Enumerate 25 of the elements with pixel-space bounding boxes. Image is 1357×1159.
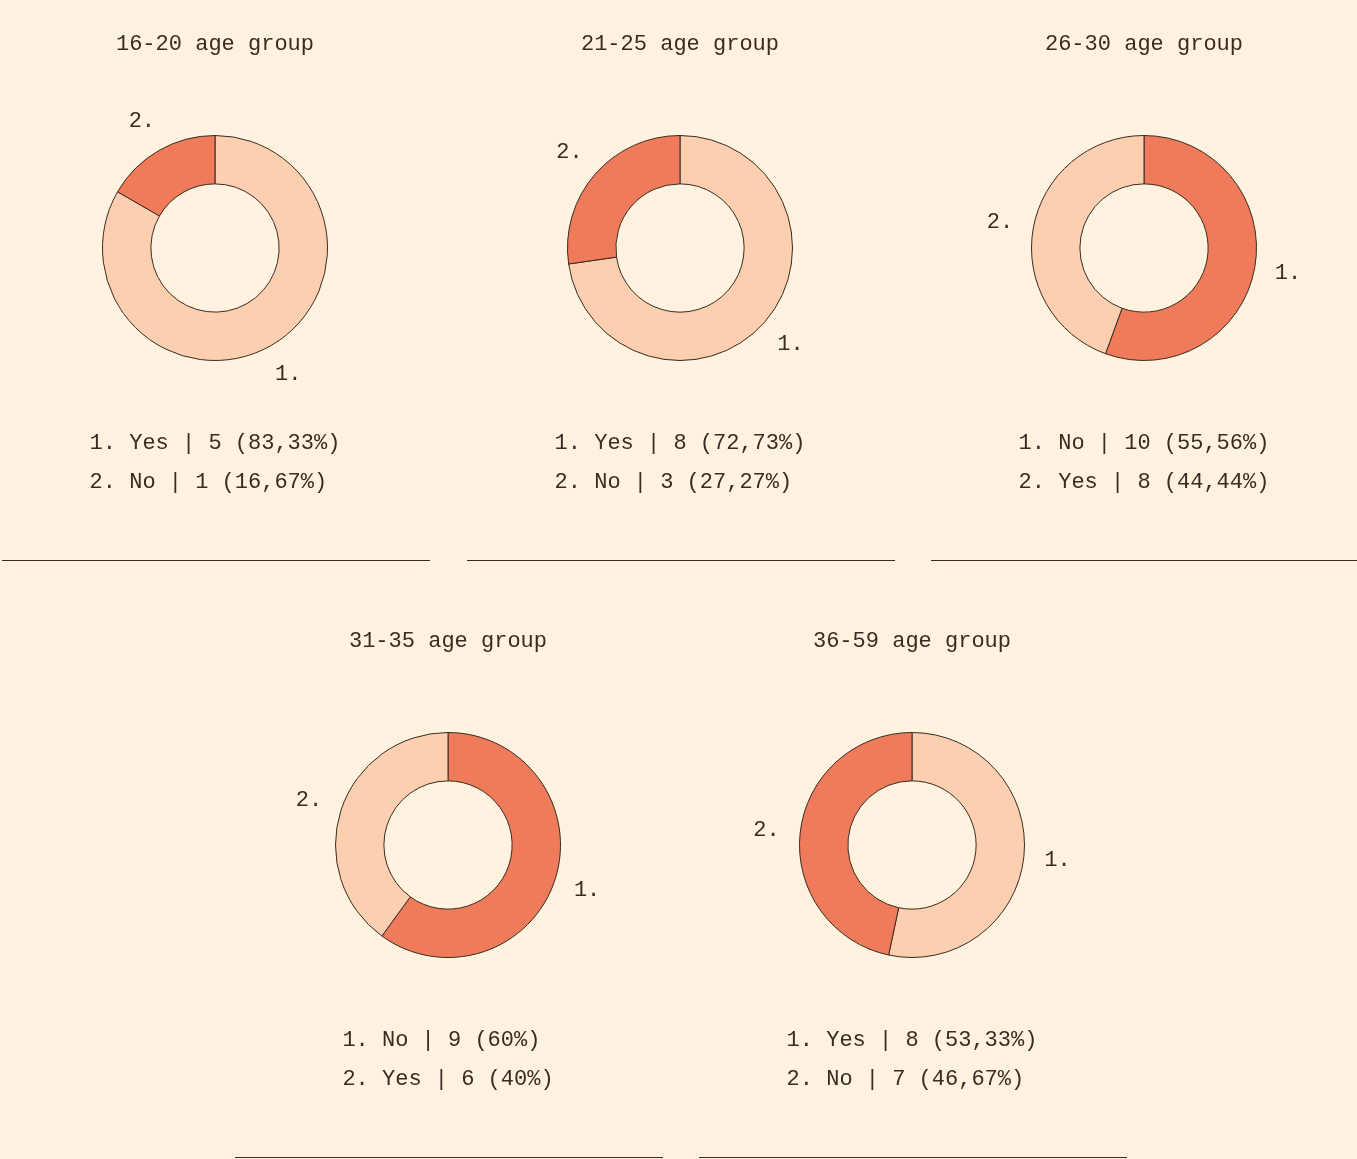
text: 2. Yes | 6 (40%) — [342, 1066, 554, 1094]
slice-label: 1. — [1274, 261, 1302, 287]
slice-label: 1. — [573, 878, 601, 904]
slice-label: 2. — [556, 140, 583, 166]
slice-label: 1. — [274, 362, 302, 388]
slice-label: 2. — [295, 787, 323, 813]
slice-label: 2. — [753, 817, 780, 843]
text: 2. No | 3 (27,27%) — [554, 469, 794, 497]
chart-title: 26-30 age group — [1043, 32, 1244, 57]
chart-title: 16-20 age group — [114, 32, 315, 57]
text: 2. No | 7 (46,67%) — [786, 1066, 1026, 1094]
text: 2. No | 1 (16,67%) — [89, 469, 329, 497]
text: 2. Yes | 8 (44,44%) — [1018, 469, 1270, 497]
text: 1. Yes | 8 (72,73%) — [554, 430, 806, 458]
chart-title: 36-59 age group — [811, 629, 1012, 654]
text: 1. No | 10 (55,56%) — [1018, 430, 1270, 458]
chart-title: 21-25 age group — [579, 32, 780, 57]
slice-label: 1. — [777, 331, 804, 357]
text: 1. Yes | 5 (83,33%) — [89, 430, 341, 458]
slice-label: 2. — [986, 210, 1014, 236]
text: 1. Yes | 8 (53,33%) — [786, 1027, 1038, 1055]
text: 1. No | 9 (60%) — [342, 1027, 542, 1055]
chart-title: 31-35 age group — [347, 629, 548, 654]
slice-label: 2. — [128, 109, 156, 135]
slice-label: 1. — [1044, 848, 1071, 874]
